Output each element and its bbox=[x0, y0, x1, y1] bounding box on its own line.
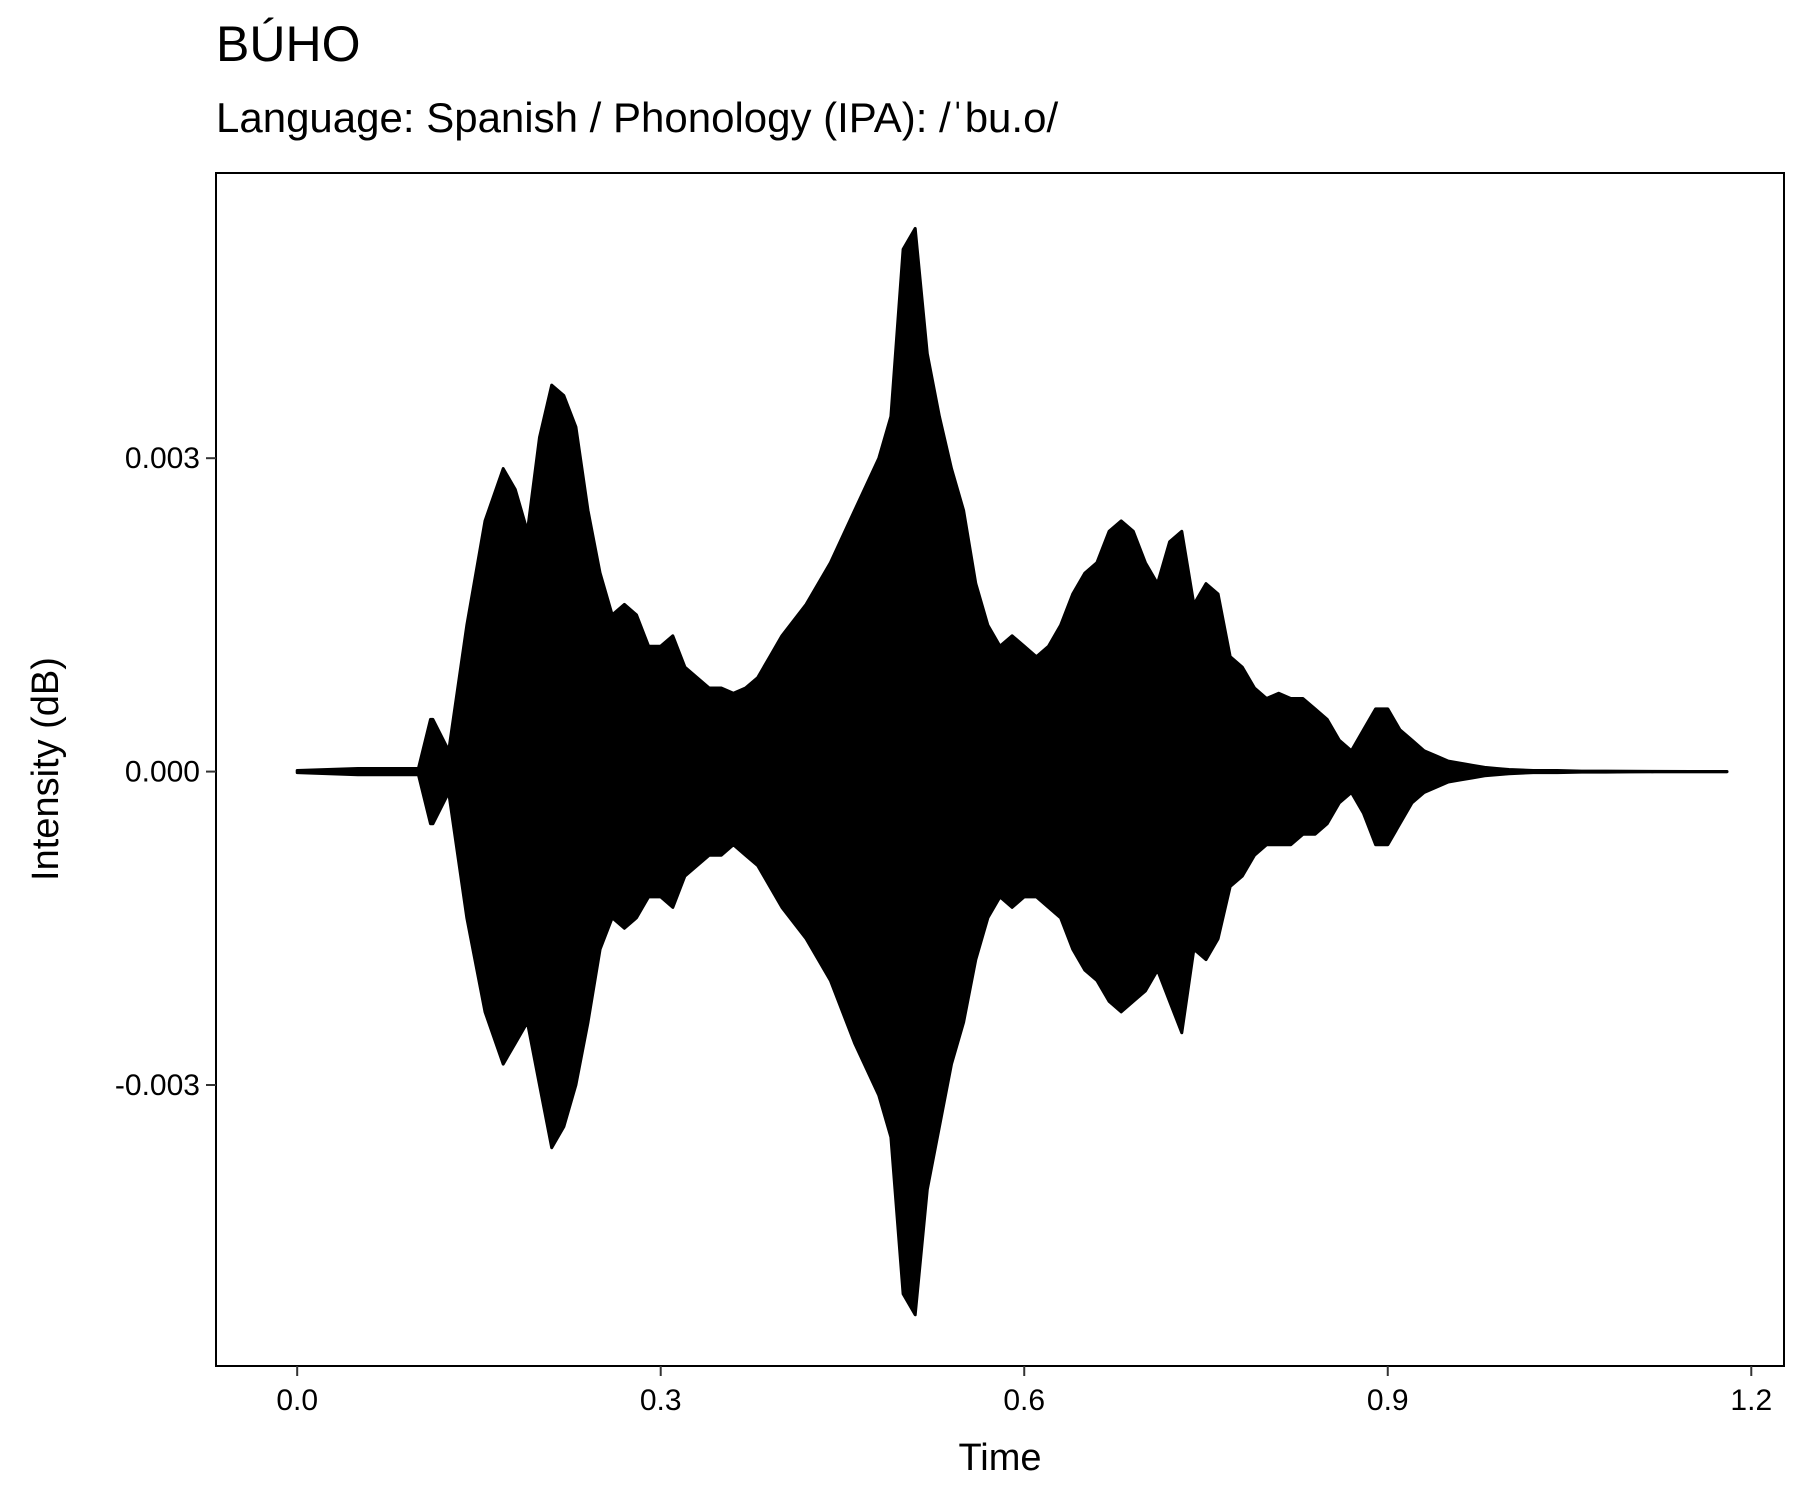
x-tick-label: 0.0 bbox=[276, 1384, 318, 1417]
plot-panel-border bbox=[215, 172, 1785, 1367]
x-axis: 0.0 0.3 0.6 0.9 1.2 bbox=[276, 1366, 1772, 1417]
y-tick-label: 0.003 bbox=[125, 442, 200, 475]
x-tick-label: 0.3 bbox=[640, 1384, 682, 1417]
y-axis-title: Intensity (dB) bbox=[25, 657, 67, 881]
y-tick-label: 0.000 bbox=[125, 756, 200, 789]
x-axis-title: Time bbox=[958, 1437, 1041, 1479]
y-tick-label: -0.003 bbox=[115, 1069, 200, 1102]
chart-title: BÚHO bbox=[216, 16, 361, 72]
chart-subtitle: Language: Spanish / Phonology (IPA): /ˈb… bbox=[216, 94, 1059, 141]
waveform-layer bbox=[295, 226, 1729, 1317]
x-tick-label: 0.6 bbox=[1003, 1384, 1045, 1417]
x-tick-label: 1.2 bbox=[1730, 1384, 1772, 1417]
y-axis: 0.003 0.000 -0.003 bbox=[115, 442, 216, 1102]
x-tick-label: 0.9 bbox=[1367, 1384, 1409, 1417]
